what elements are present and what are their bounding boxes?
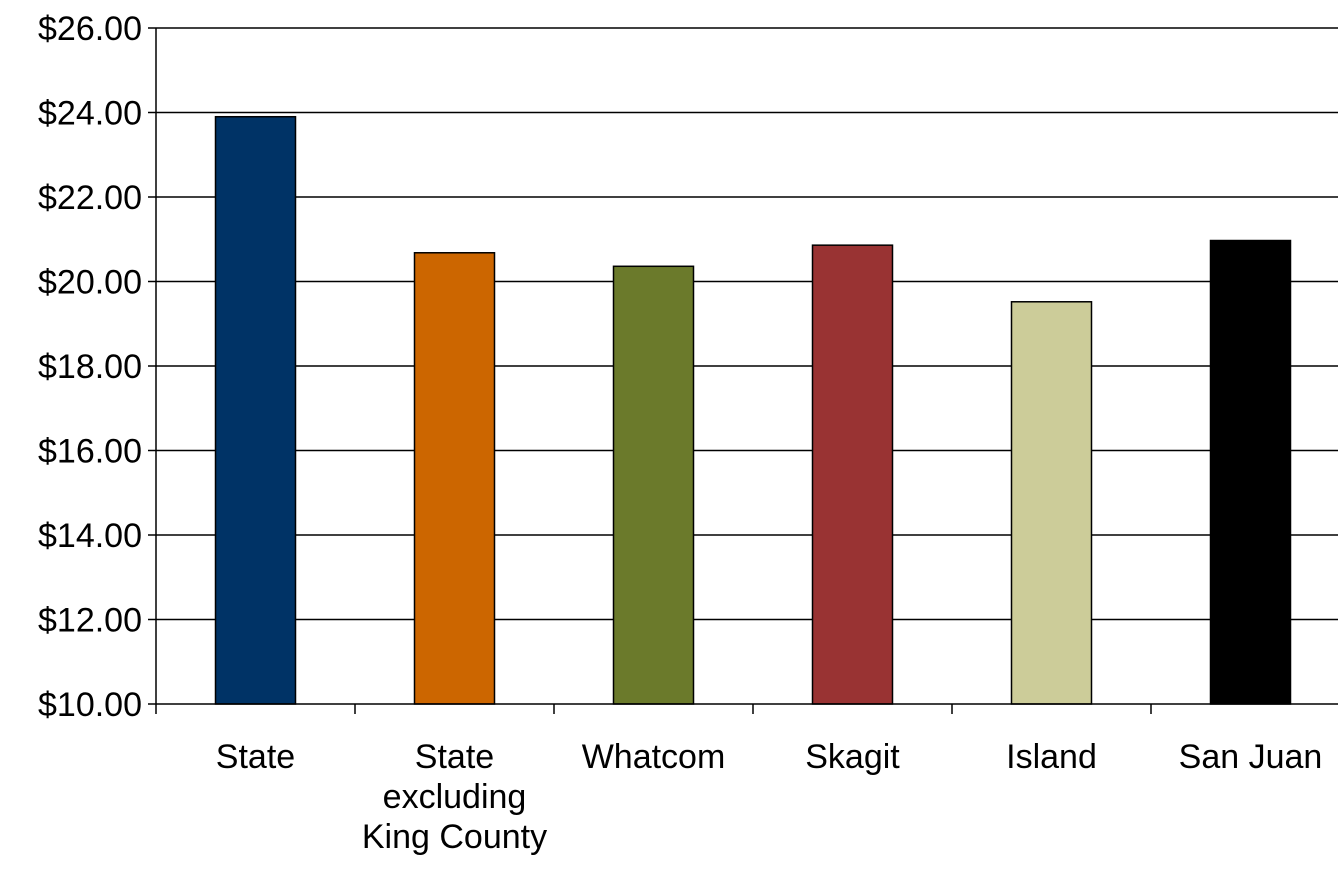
x-category-label: Island [1006, 738, 1097, 776]
y-tick-label: $20.00 [38, 264, 142, 302]
y-tick-label: $18.00 [38, 348, 142, 386]
y-tick-label: $14.00 [38, 517, 142, 555]
x-category-label-line: Whatcom [582, 738, 726, 776]
bar [612, 265, 695, 705]
x-category-label: Whatcom [582, 738, 726, 776]
bar [1209, 239, 1292, 705]
bar [811, 244, 894, 705]
x-category-label-line: King County [362, 818, 547, 856]
bar [214, 115, 297, 705]
bar [413, 252, 496, 705]
y-tick-label: $24.00 [38, 95, 142, 133]
y-tick-label: $16.00 [38, 433, 142, 471]
y-axis-tick-labels: $10.00 $12.00 $14.00 $16.00 $18.00 $20.00 $22.… [38, 10, 142, 724]
bars [214, 115, 1292, 705]
axes [148, 27, 1338, 714]
x-category-label: State [216, 738, 295, 776]
gridlines [156, 27, 1338, 621]
x-category-label: San Juan [1179, 738, 1323, 776]
y-tick-label: $10.00 [38, 686, 142, 724]
bar [1010, 301, 1093, 705]
y-tick-label: $22.00 [38, 179, 142, 217]
x-category-label-line: San Juan [1179, 738, 1323, 776]
y-tick-label: $12.00 [38, 602, 142, 640]
x-category-label: State excluding King County [362, 738, 547, 856]
x-category-label-line: State [216, 738, 295, 776]
x-category-label-line: excluding [383, 778, 527, 816]
x-category-label: Skagit [805, 738, 900, 776]
y-tick-label: $26.00 [38, 10, 142, 48]
x-category-label-line: State [415, 738, 494, 776]
x-category-label-line: Island [1006, 738, 1097, 776]
x-category-label-line: Skagit [805, 738, 900, 776]
